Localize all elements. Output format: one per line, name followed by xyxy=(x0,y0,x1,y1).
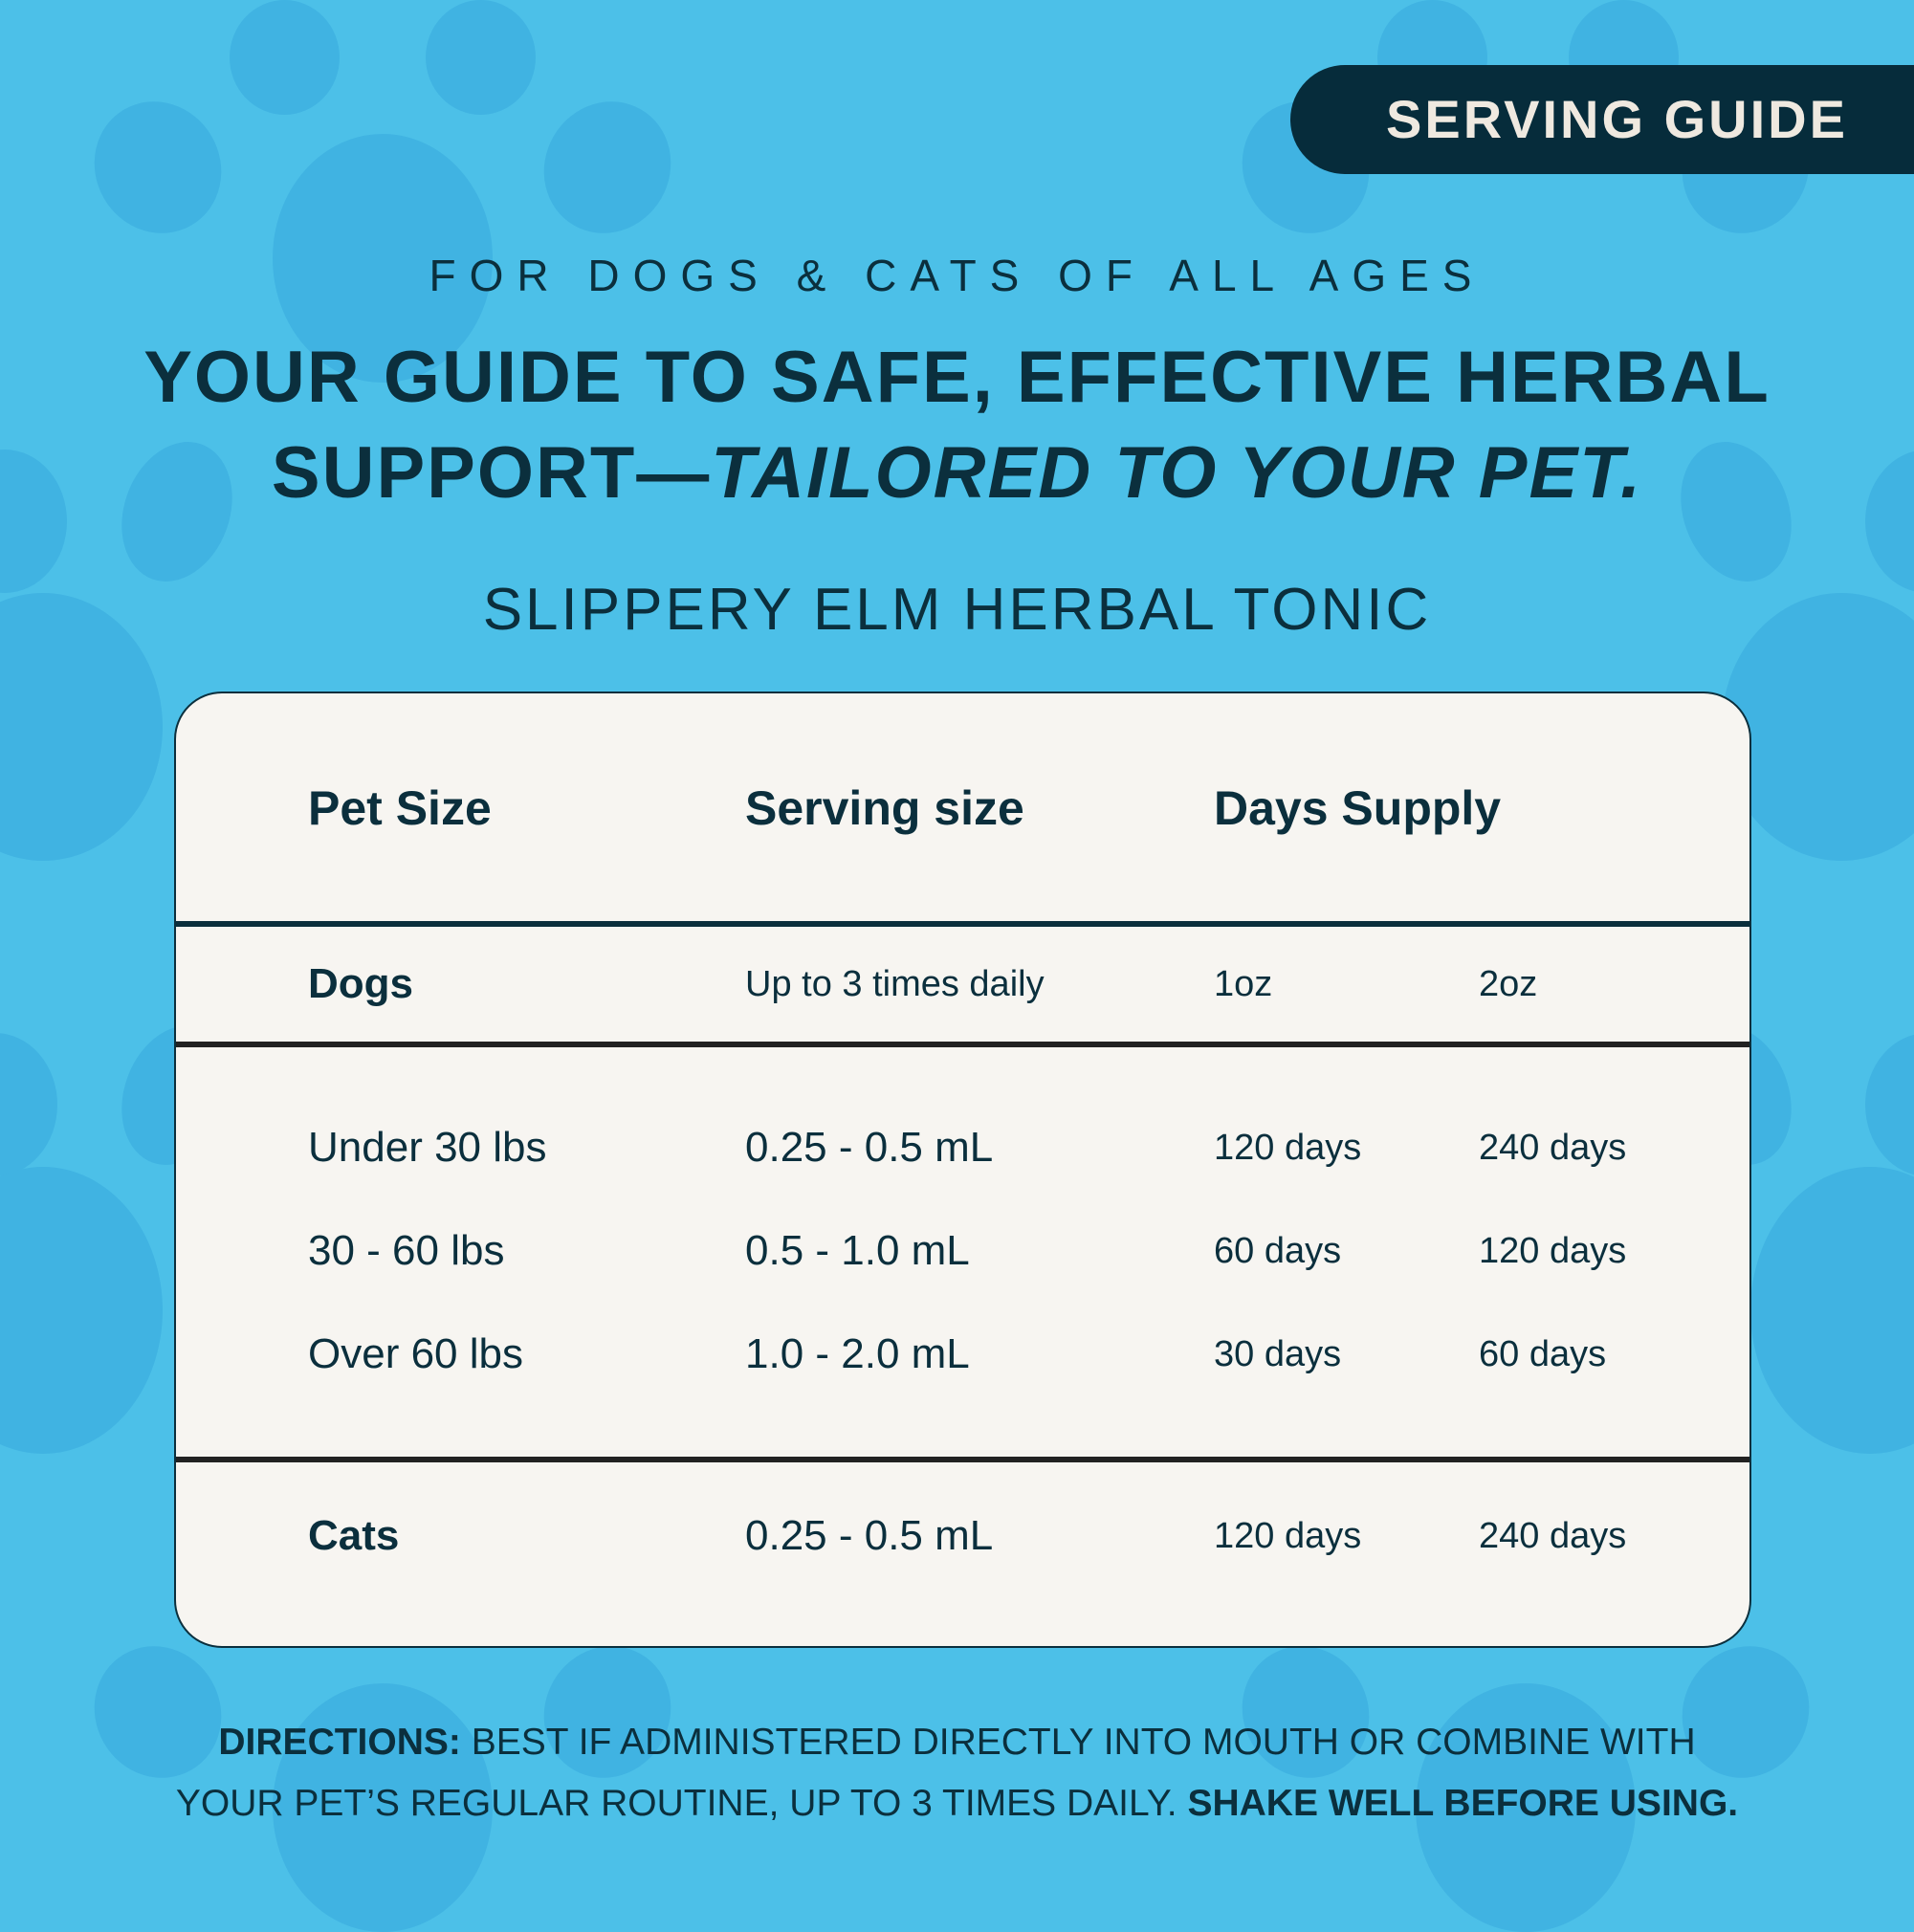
days-1oz: 120 days xyxy=(1214,1128,1362,1168)
badge-label: SERVING GUIDE xyxy=(1386,89,1848,149)
directions: DIRECTIONS: BEST IF ADMINISTERED DIRECTL… xyxy=(0,1712,1914,1834)
pet-size: Over 60 lbs xyxy=(308,1330,523,1377)
cats-label: Cats xyxy=(308,1512,400,1559)
pet-size: Under 30 lbs xyxy=(308,1124,547,1171)
serving-table: Pet Size Serving size Days Supply Dogs U… xyxy=(174,692,1751,1648)
directions-line1: DIRECTIONS: BEST IF ADMINISTERED DIRECTL… xyxy=(0,1712,1914,1773)
headline-italic: TAILORED TO YOUR PET. xyxy=(711,432,1643,514)
dogs-frequency: Up to 3 times daily xyxy=(745,964,1045,1004)
divider xyxy=(176,1457,1749,1462)
subtitle: FOR DOGS & CATS OF ALL AGES xyxy=(429,251,1485,300)
days-1oz: 30 days xyxy=(1214,1334,1342,1374)
product-name: SLIPPERY ELM HERBAL TONIC xyxy=(482,577,1432,643)
header-pet-size: Pet Size xyxy=(308,781,492,835)
directions-emphasis: SHAKE WELL BEFORE USING. xyxy=(1187,1783,1739,1824)
headline-line2: SUPPORT—TAILORED TO YOUR PET. xyxy=(0,426,1914,521)
serving-size: 0.25 - 0.5 mL xyxy=(745,1512,994,1559)
days-2oz: 240 days xyxy=(1479,1128,1627,1168)
directions-label: DIRECTIONS: xyxy=(218,1722,461,1763)
directions-text: BEST IF ADMINISTERED DIRECTLY INTO MOUTH… xyxy=(460,1722,1696,1763)
headline: YOUR GUIDE TO SAFE, EFFECTIVE HERBAL SUP… xyxy=(0,330,1914,521)
divider xyxy=(176,921,1749,927)
bottle-size-2oz: 2oz xyxy=(1479,964,1538,1004)
serving-size: 0.5 - 1.0 mL xyxy=(745,1227,970,1274)
header-days-supply: Days Supply xyxy=(1214,781,1502,835)
directions-line2: YOUR PET’S REGULAR ROUTINE, UP TO 3 TIME… xyxy=(0,1773,1914,1834)
dogs-label: Dogs xyxy=(308,960,413,1007)
days-2oz: 60 days xyxy=(1479,1334,1607,1374)
serving-guide-badge: SERVING GUIDE xyxy=(1290,65,1914,174)
days-1oz: 120 days xyxy=(1214,1516,1362,1556)
serving-size: 1.0 - 2.0 mL xyxy=(745,1330,970,1377)
headline-line1: YOUR GUIDE TO SAFE, EFFECTIVE HERBAL xyxy=(143,337,1771,418)
bottle-size-1oz: 1oz xyxy=(1214,964,1273,1004)
pet-size: 30 - 60 lbs xyxy=(308,1227,505,1274)
headline-regular: SUPPORT— xyxy=(271,432,712,514)
days-2oz: 120 days xyxy=(1479,1231,1627,1271)
header-serving-size: Serving size xyxy=(745,781,1024,835)
directions-text: YOUR PET’S REGULAR ROUTINE, UP TO 3 TIME… xyxy=(175,1783,1188,1824)
days-2oz: 240 days xyxy=(1479,1516,1627,1556)
serving-size: 0.25 - 0.5 mL xyxy=(745,1124,994,1171)
days-1oz: 60 days xyxy=(1214,1231,1342,1271)
divider xyxy=(176,1042,1749,1047)
